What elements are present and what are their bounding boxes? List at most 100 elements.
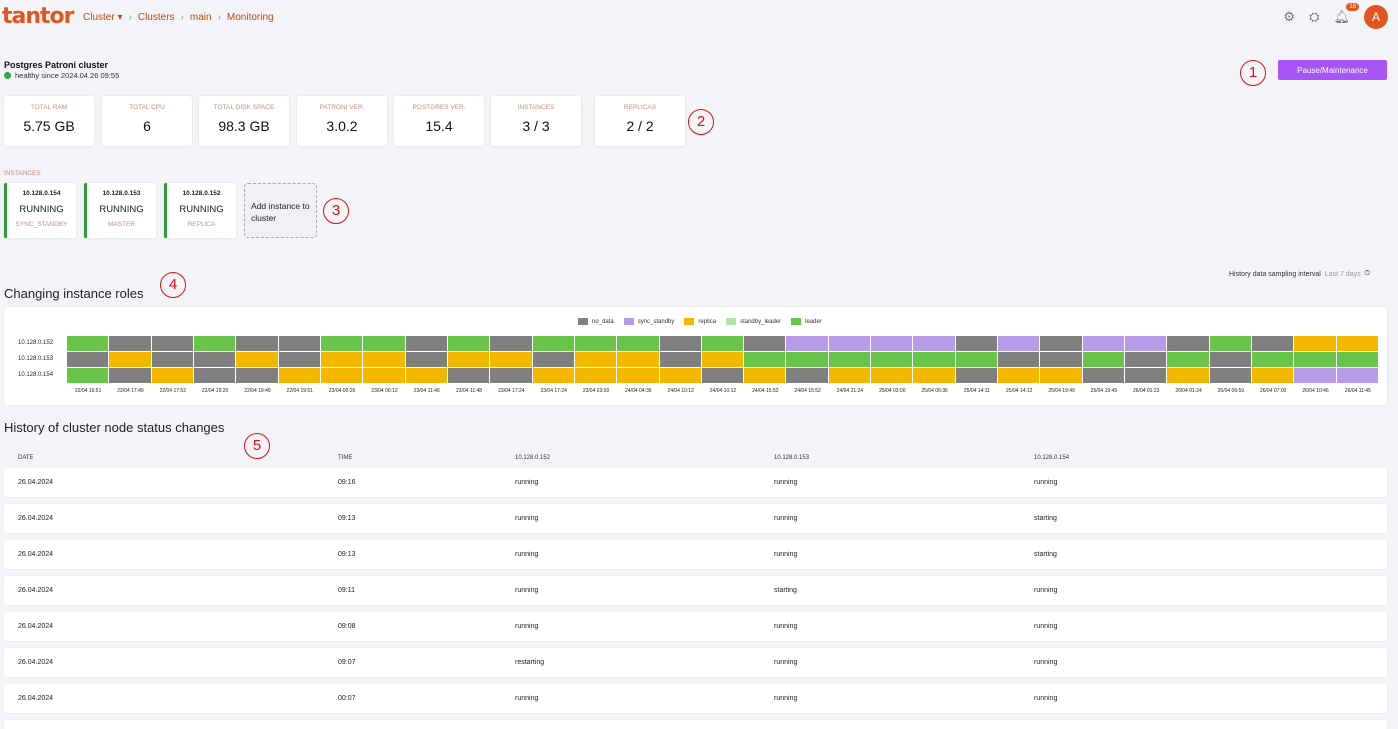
node-152-cell: running xyxy=(515,551,539,558)
legend-label: replica xyxy=(698,318,717,325)
heatmap-cell xyxy=(1252,368,1295,384)
instance-role: MASTER xyxy=(107,221,136,228)
annotation-marker: 2 xyxy=(688,109,714,135)
table-row[interactable]: 26.04.2024 00:07 running running running xyxy=(4,684,1387,713)
heatmap-cell xyxy=(405,352,448,368)
bell-icon[interactable]: 🔔︎ 18 xyxy=(1333,3,1359,25)
breadcrumb-cluster[interactable]: Cluster ▾ xyxy=(83,12,123,23)
legend-item[interactable]: replica xyxy=(684,318,716,325)
x-tick-label: 22/04 19:20 xyxy=(201,388,229,394)
heatmap-cell xyxy=(320,352,364,368)
table-row[interactable] xyxy=(4,720,1387,729)
top-bar: tantor Cluster ▾ › Clusters › main › Mon… xyxy=(0,0,1398,36)
legend-label: standby_leader xyxy=(740,318,782,325)
x-tick-label: 26/04 06:59 xyxy=(1217,388,1245,394)
x-tick-label: 25/04 14:12 xyxy=(1006,388,1033,394)
stat-card-disk: TOTAL DISK SPACE 98.3 GB xyxy=(199,96,289,146)
date-cell: 26.04.2024 xyxy=(18,515,54,522)
stat-value: 6 xyxy=(143,118,151,134)
heatmap-cell xyxy=(574,352,618,368)
notification-badge: 18 xyxy=(1346,3,1359,11)
legend-item[interactable]: sync_standby xyxy=(623,318,675,325)
x-tick-label: 23/04 11:46 xyxy=(413,388,440,394)
date-cell: 26.04.2024 xyxy=(18,479,54,486)
x-tick-label: 26/04 07:00 xyxy=(1259,388,1287,394)
heatmap-cell xyxy=(1082,352,1126,368)
tantor-logo[interactable]: tantor xyxy=(2,4,75,29)
instance-card[interactable]: 10.128.0.152 RUNNING REPLICA xyxy=(164,183,236,238)
table-row[interactable]: 26.04.2024 09:13 running running starting xyxy=(4,540,1387,569)
stat-value: 98.3 GB xyxy=(218,118,270,134)
node-153-cell: running xyxy=(774,551,798,558)
table-row[interactable]: 26.04.2024 09:11 running starting running xyxy=(4,576,1387,605)
add-instance-button[interactable]: Add instance to cluster xyxy=(244,183,317,238)
heatmap-cell xyxy=(490,352,533,368)
history-section-title: History of cluster node status changes xyxy=(4,420,225,435)
table-row[interactable]: 26.04.2024 09:07 restarting running running xyxy=(4,648,1387,677)
legend-item[interactable]: leader xyxy=(791,318,822,325)
date-cell: 26.04.2024 xyxy=(18,659,54,666)
time-cell: 09:13 xyxy=(338,515,356,522)
table-row[interactable]: 26.04.2024 09:08 running running running xyxy=(4,612,1387,641)
heatmap-cell xyxy=(574,336,618,352)
legend-label: sync_standby xyxy=(637,318,675,325)
y-tick-label: 10.128.0.154 xyxy=(18,372,54,378)
legend-item[interactable]: no_data xyxy=(578,318,614,325)
legend-item[interactable]: standby_leader xyxy=(726,318,781,325)
breadcrumb-main[interactable]: main xyxy=(189,12,212,23)
breadcrumb-clusters[interactable]: Clusters xyxy=(137,12,175,23)
heatmap-cell xyxy=(278,368,321,384)
annotation-marker: 3 xyxy=(323,198,349,224)
node-153-cell: starting xyxy=(774,587,797,594)
heatmap-cell xyxy=(236,336,279,352)
caret-down-icon: ▾ xyxy=(117,12,123,23)
heatmap-cell xyxy=(193,336,237,352)
topology-icon[interactable]: ⛭ xyxy=(1309,9,1320,24)
instance-ip: 10.128.0.152 xyxy=(182,190,221,197)
date-cell: 26.04.2024 xyxy=(18,695,54,702)
date-cell: 26.04.2024 xyxy=(18,587,54,594)
stat-label: TOTAL RAM xyxy=(30,104,68,111)
time-cell: 00:07 xyxy=(338,695,356,702)
stat-card-instances: INSTANCES 3 / 3 xyxy=(491,96,581,146)
heatmap-cell xyxy=(913,352,956,368)
breadcrumb-monitoring: Monitoring xyxy=(226,12,274,23)
pause-maintenance-button[interactable]: Pause/Maintenance xyxy=(1278,60,1387,80)
heatmap-cell xyxy=(871,368,914,384)
x-tick-label: 23/04 00:26 xyxy=(328,388,356,394)
x-tick-label: 24/04 21:24 xyxy=(836,388,864,394)
node-153-cell: running xyxy=(774,623,798,630)
legend-swatch xyxy=(726,318,737,325)
node-154-cell: running xyxy=(1034,479,1058,486)
heatmap-cell xyxy=(1040,368,1083,384)
instance-card[interactable]: 10.128.0.154 RUNNING SYNC_STANDBY xyxy=(4,183,76,238)
heatmap-cell xyxy=(236,352,279,368)
stat-value: 15.4 xyxy=(425,118,453,134)
table-row[interactable]: 26.04.2024 09:13 running running starting xyxy=(4,504,1387,533)
breadcrumb: Cluster ▾ › Clusters › main › Monitoring xyxy=(83,12,274,23)
node-154-cell: running xyxy=(1034,623,1058,630)
heatmap-cell xyxy=(151,368,194,384)
heatmap-cell xyxy=(744,336,787,352)
table-row[interactable]: 26.04.2024 09:16 running running running xyxy=(4,468,1387,497)
chevron-right-icon: › xyxy=(128,12,132,23)
sampling-interval[interactable]: History data sampling interval Last 7 day… xyxy=(1229,270,1370,278)
heatmap-cell xyxy=(1040,336,1083,352)
node-153-cell: running xyxy=(774,479,798,486)
heatmap-cell xyxy=(828,368,872,384)
instance-card[interactable]: 10.128.0.153 RUNNING MASTER xyxy=(84,183,156,238)
heatmap-cell xyxy=(1209,336,1253,352)
heatmap-cell xyxy=(955,352,999,368)
stat-card-cpu: TOTAL CPU 6 xyxy=(102,96,192,146)
heatmap-cell xyxy=(447,352,491,368)
heatmap-cell xyxy=(67,336,110,352)
heatmap-cell xyxy=(617,352,660,368)
settings-icon[interactable]: ⚙ xyxy=(1283,9,1296,24)
avatar[interactable]: A xyxy=(1364,5,1388,29)
chart-legend: no_data sync_standby replica standby_leader… xyxy=(578,318,822,325)
node-153-cell: running xyxy=(774,659,798,666)
x-tick-label: 23/04 11:48 xyxy=(456,388,483,394)
heatmap-cell xyxy=(320,336,364,352)
heatmap-cell xyxy=(913,368,956,384)
stat-value: 3 / 3 xyxy=(522,118,550,134)
